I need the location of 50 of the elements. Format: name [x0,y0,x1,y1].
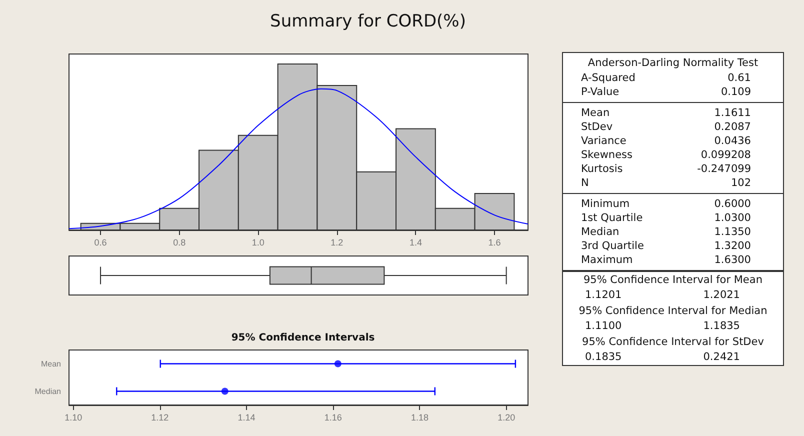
x-tick-label: 1.16 [324,412,342,422]
text: Anderson-Darling Normality Test [586,57,760,69]
text: 95% Confidence Interval for StDev [581,336,765,348]
text: P-Value [580,85,620,99]
text: 0.6000 [713,197,751,211]
x-tick-label: 0.6 [94,238,107,248]
text: 0.2087 [713,120,751,134]
text: 1.6300 [713,253,751,267]
x-tick-label: 1.20 [498,412,516,422]
x-tick-label: 1.14 [238,412,256,422]
text: Minimum [580,197,631,211]
text: 0.099208 [700,148,751,162]
text: 1.1835 [702,319,740,333]
text: Maximum [580,253,634,267]
text: 1.1350 [713,225,751,239]
text: 102 [730,176,751,190]
text: 95% Confidence Interval for Mean [582,274,764,286]
x-tick-label: 1.0 [252,238,264,248]
text: 0.1835 [584,350,623,364]
text: -0.247099 [696,162,751,176]
text: 95% Confidence Interval for Median [578,305,768,317]
chart-title: Summary for CORD(%) [270,12,466,32]
x-tick-label: 1.18 [410,412,429,422]
text: 0.109 [720,85,751,99]
x-tick-label: 1.10 [64,412,82,422]
text: A-Squared [580,71,636,85]
text: 0.61 [726,71,751,85]
text: Median [580,225,620,239]
text: 1.0300 [713,211,751,225]
text: 1.1100 [584,319,623,333]
x-tick-label: 1.2 [330,238,344,248]
text: Skewness [580,148,634,162]
text: N [580,176,590,190]
text: 1.3200 [713,239,751,253]
text: 3rd Quartile [580,239,645,253]
x-tick-label: 1.6 [488,238,501,248]
text: 1st Quartile [580,211,644,225]
x-tick-label: 1.4 [409,238,422,248]
x-tick-label: 0.8 [173,238,186,248]
text: 1.1611 [713,106,751,120]
text: 1.1201 [584,288,623,302]
text: Variance [580,134,628,148]
text: StDev [580,120,614,134]
chart-title: 95% Confidence Intervals [231,332,375,344]
text: 0.0436 [713,134,751,148]
text: Mean [580,106,611,120]
text: 0.2421 [702,350,740,364]
x-tick-label: 1.12 [151,412,169,422]
text: Kurtosis [580,162,624,176]
text: 1.2021 [702,288,740,302]
